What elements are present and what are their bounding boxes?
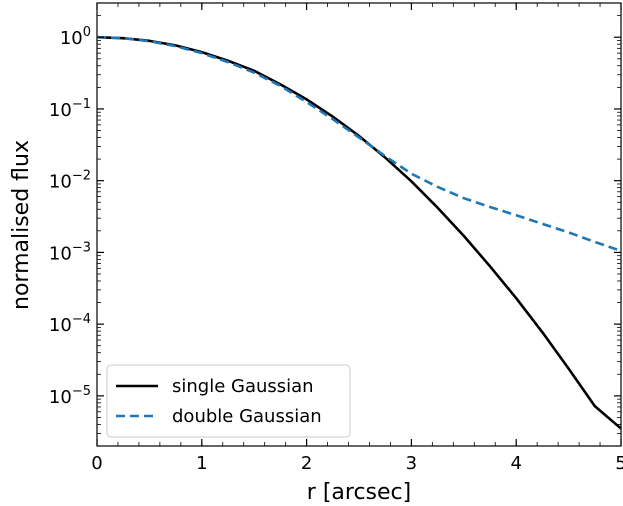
legend-box	[106, 364, 351, 438]
x-tick-label: 0	[91, 453, 102, 474]
plot-area	[96, 2, 622, 447]
x-axis-label: r [arcsec]	[307, 480, 411, 505]
y-tick-label: 10−3	[49, 240, 91, 264]
x-tick-label: 1	[196, 453, 207, 474]
x-tick-label: 5	[615, 453, 623, 474]
x-tick-label: 2	[301, 453, 312, 474]
y-tick-label: 100	[60, 25, 91, 49]
legend-label-double-gaussian: double Gaussian	[172, 406, 322, 427]
y-axis-label: normalised flux	[9, 140, 34, 310]
legend-label-single-gaussian: single Gaussian	[172, 376, 314, 397]
x-axis: 0 1 2 3 4 5	[91, 3, 623, 474]
y-tick-label: 10−2	[49, 169, 91, 193]
y-tick-label: 10−5	[49, 384, 91, 408]
series-layer	[96, 35, 622, 430]
x-tick-label: 4	[510, 453, 521, 474]
x-tick-label: 3	[406, 453, 417, 474]
legend: single Gaussian double Gaussian	[106, 364, 351, 438]
y-tick-label: 10−1	[49, 97, 91, 121]
series-line-double-gaussian	[96, 35, 622, 253]
y-tick-label: 10−4	[49, 312, 91, 336]
y-axis: 100 10−1 10−2 10−3 10−4 10−5	[49, 2, 621, 447]
